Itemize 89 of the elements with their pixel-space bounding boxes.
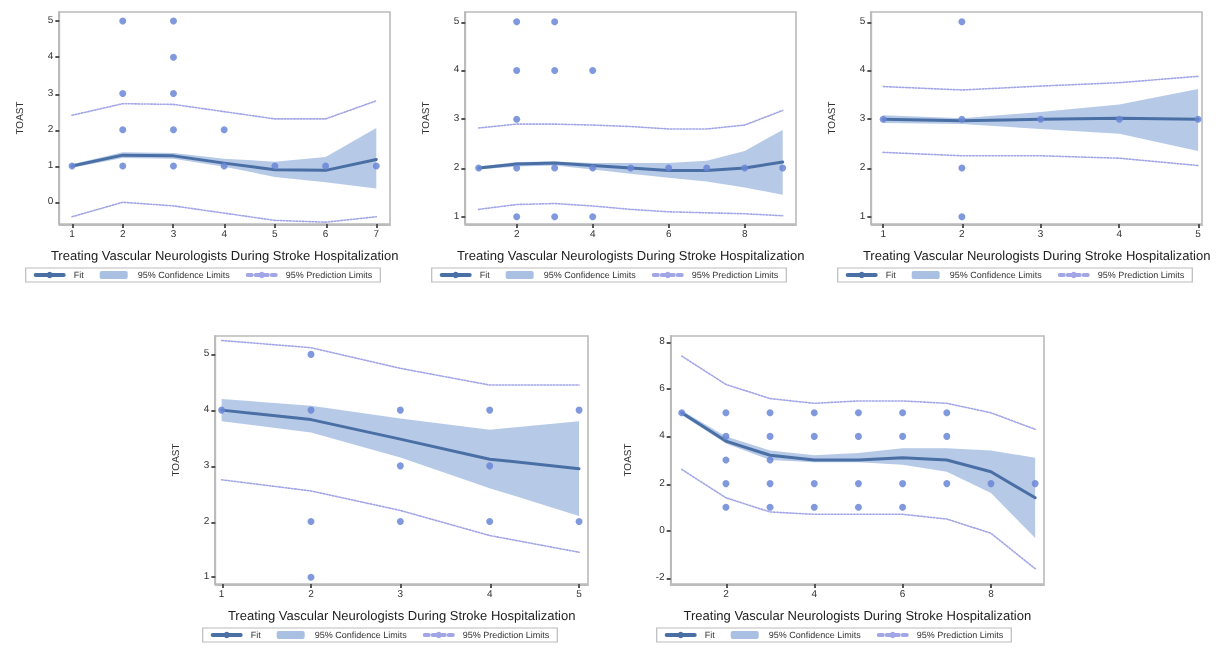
point <box>854 503 862 511</box>
point <box>722 432 730 440</box>
point <box>513 164 521 172</box>
point <box>854 432 862 440</box>
point <box>589 164 597 172</box>
line-series <box>882 75 1199 91</box>
point <box>119 126 127 134</box>
point <box>958 115 966 123</box>
point <box>551 213 559 221</box>
point <box>307 350 315 358</box>
point <box>322 162 330 170</box>
point <box>665 164 673 172</box>
point <box>779 164 787 172</box>
point <box>486 518 494 526</box>
point <box>854 480 862 488</box>
line-series <box>71 99 378 120</box>
point <box>943 432 951 440</box>
line-series <box>220 408 581 471</box>
point <box>627 164 635 172</box>
point <box>169 17 177 25</box>
point <box>722 409 730 417</box>
point <box>589 66 597 74</box>
line-series <box>680 355 1036 431</box>
point <box>943 409 951 417</box>
point <box>958 213 966 221</box>
point <box>899 409 907 417</box>
point <box>119 90 127 98</box>
point <box>486 462 494 470</box>
line-series <box>680 468 1036 570</box>
point <box>307 573 315 581</box>
line-series <box>680 411 1037 500</box>
point <box>899 432 907 440</box>
point <box>766 480 774 488</box>
point <box>486 406 494 414</box>
point <box>119 17 127 25</box>
point <box>396 406 404 414</box>
point <box>810 480 818 488</box>
point <box>766 409 774 417</box>
line-series <box>477 202 784 217</box>
point <box>119 162 127 170</box>
point <box>1031 480 1039 488</box>
point <box>169 162 177 170</box>
point <box>551 66 559 74</box>
point <box>220 162 228 170</box>
point <box>513 66 521 74</box>
point <box>899 480 907 488</box>
line-series <box>71 201 378 223</box>
point <box>879 115 887 123</box>
point <box>575 518 583 526</box>
point <box>810 432 818 440</box>
point <box>169 90 177 98</box>
point <box>810 503 818 511</box>
point <box>372 162 380 170</box>
point <box>741 164 749 172</box>
point <box>899 503 907 511</box>
point <box>703 164 711 172</box>
point <box>854 409 862 417</box>
point <box>513 213 521 221</box>
point <box>766 432 774 440</box>
point <box>722 480 730 488</box>
point <box>220 126 228 134</box>
point <box>1115 115 1123 123</box>
point <box>169 126 177 134</box>
point <box>169 53 177 61</box>
point <box>551 18 559 26</box>
point <box>958 18 966 26</box>
point <box>766 503 774 511</box>
point <box>943 480 951 488</box>
point <box>1194 115 1202 123</box>
line-series <box>477 109 784 130</box>
point <box>218 406 226 414</box>
point <box>1037 115 1045 123</box>
point <box>958 164 966 172</box>
point <box>551 164 559 172</box>
point <box>513 115 521 123</box>
point <box>722 503 730 511</box>
line-series <box>882 151 1199 167</box>
line-series <box>70 153 378 172</box>
point <box>307 518 315 526</box>
point <box>810 409 818 417</box>
point <box>987 480 995 488</box>
point <box>396 462 404 470</box>
point <box>396 518 404 526</box>
point <box>678 409 686 417</box>
point <box>513 18 521 26</box>
line-series <box>220 339 580 386</box>
line-series <box>220 478 580 554</box>
point <box>589 213 597 221</box>
point <box>475 164 483 172</box>
